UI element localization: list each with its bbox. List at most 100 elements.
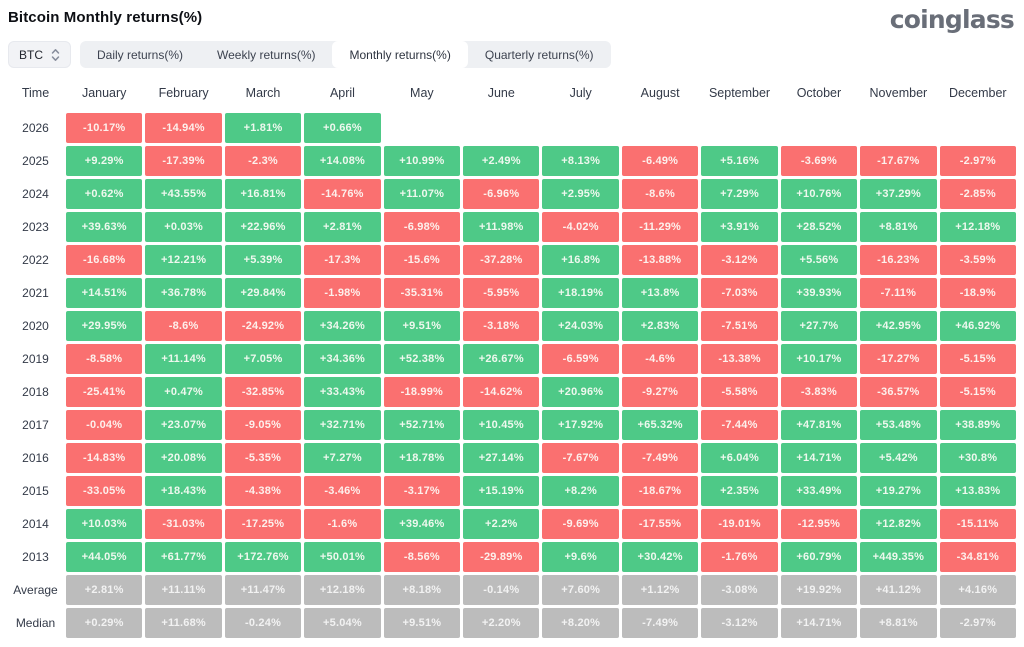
return-cell: -17.25% (224, 509, 302, 539)
row-label-2022: 2022 (22, 253, 49, 267)
return-cell: +44.05% (66, 542, 143, 572)
tab-weekly-returns[interactable]: Weekly returns(%) (217, 47, 316, 62)
return-cell: +5.16% (701, 146, 778, 176)
row-label-2025: 2025 (22, 154, 49, 168)
column-header-time: Time (21, 86, 50, 100)
return-cell: -6.59% (542, 344, 619, 374)
return-cell: +7.29% (701, 179, 778, 209)
tab-daily-returns[interactable]: Daily returns(%) (97, 47, 184, 62)
return-cell: +26.67% (463, 344, 540, 374)
return-cell: -15.6% (383, 245, 461, 275)
column-header-may: May (410, 86, 434, 100)
symbol-select[interactable]: BTC (8, 41, 71, 68)
return-cell: -4.38% (224, 476, 302, 506)
return-cell: +19.92% (780, 575, 858, 605)
return-cell: +52.38% (383, 344, 461, 374)
return-cell: +11.98% (463, 212, 540, 242)
return-cell: +13.8% (621, 278, 699, 308)
empty-cell (542, 113, 618, 143)
table-row-2020: 2020 +29.95% -8.6% -24.92% +34.26% +9.51% -3.1… (8, 311, 1016, 341)
return-cell: -33.05% (66, 476, 143, 506)
return-cell: +29.95% (66, 311, 143, 341)
return-cell: +43.55% (145, 179, 222, 209)
return-cell: +9.51% (383, 608, 461, 638)
return-cell: -34.81% (939, 542, 1016, 572)
row-label-2021: 2021 (22, 286, 49, 300)
return-cell: +18.19% (542, 278, 619, 308)
return-cell: +32.71% (304, 410, 381, 440)
return-cell: +7.05% (224, 344, 302, 374)
return-cell: +34.26% (304, 311, 381, 341)
row-label-2014: 2014 (22, 517, 49, 531)
return-cell: +0.03% (145, 212, 222, 242)
return-cell: +3.91% (701, 212, 778, 242)
return-cell: +20.08% (145, 443, 222, 473)
return-cell: +5.04% (304, 608, 381, 638)
return-cell: +172.76% (224, 542, 302, 572)
return-cell: -19.01% (701, 509, 778, 539)
return-cell: +2.95% (542, 179, 619, 209)
return-cell: -9.05% (224, 410, 302, 440)
return-cell: +0.47% (145, 377, 222, 407)
return-cell: -7.51% (701, 311, 778, 341)
return-cell: -2.97% (939, 608, 1016, 638)
return-cell: +8.81% (860, 212, 937, 242)
table-row-2016: 2016 -14.83% +20.08% -5.35% +7.27% +18.78% +27… (8, 443, 1016, 473)
return-cell: -36.57% (860, 377, 937, 407)
return-cell: -11.29% (621, 212, 699, 242)
return-cell: +2.81% (66, 575, 143, 605)
return-cell: +9.51% (383, 311, 461, 341)
updown-chevron-icon (51, 48, 60, 62)
return-cell: +14.51% (66, 278, 143, 308)
return-cell: -13.38% (701, 344, 778, 374)
return-cell: -18.67% (621, 476, 699, 506)
return-cell: +50.01% (304, 542, 381, 572)
column-header-september: September (708, 86, 771, 100)
return-cell: +10.03% (66, 509, 143, 539)
return-cell: -7.11% (860, 278, 937, 308)
table-row-2019: 2019 -8.58% +11.14% +7.05% +34.36% +52.38% +26… (8, 344, 1016, 374)
return-cell: -29.89% (463, 542, 540, 572)
page-title: Bitcoin Monthly returns(%) (8, 9, 203, 26)
return-cell: +39.63% (66, 212, 143, 242)
return-cell: +8.18% (383, 575, 461, 605)
return-cell: -7.49% (621, 608, 699, 638)
return-cell: +8.20% (542, 608, 619, 638)
table-row-median: Median +0.29% +11.68% -0.24% +5.04% +9.51% +2.… (8, 608, 1016, 638)
return-cell: +18.43% (145, 476, 222, 506)
row-label-2013: 2013 (22, 550, 49, 564)
return-cell: +23.07% (145, 410, 222, 440)
return-cell: -13.88% (621, 245, 699, 275)
return-cell: +39.93% (780, 278, 858, 308)
return-cell: +2.2% (463, 509, 540, 539)
row-label-median: Median (15, 616, 56, 630)
return-cell: -31.03% (145, 509, 222, 539)
return-cell: +46.92% (939, 311, 1016, 341)
return-cell: -0.24% (224, 608, 302, 638)
tab-monthly-returns[interactable]: Monthly returns(%) (332, 41, 468, 68)
column-header-june: June (487, 86, 515, 100)
return-cell: +7.27% (304, 443, 381, 473)
return-cell: +16.8% (542, 245, 619, 275)
table-row-2022: 2022 -16.68% +12.21% +5.39% -17.3% -15.6% -37.… (8, 245, 1016, 275)
return-cell: +14.71% (780, 443, 858, 473)
return-cell: -37.28% (463, 245, 540, 275)
return-cell: -1.6% (304, 509, 381, 539)
column-header-november: November (869, 86, 928, 100)
return-cell: -16.68% (66, 245, 143, 275)
return-cell: +27.7% (780, 311, 858, 341)
return-cell: -0.04% (66, 410, 143, 440)
return-cell: -16.23% (860, 245, 937, 275)
return-cell: +11.11% (145, 575, 222, 605)
return-cell: -32.85% (224, 377, 302, 407)
return-cell: +15.19% (463, 476, 540, 506)
return-cell: +14.08% (304, 146, 381, 176)
return-cell: +5.56% (780, 245, 858, 275)
return-cell: +29.84% (224, 278, 302, 308)
coinglass-logo[interactable]: coinglass (889, 5, 1015, 34)
return-cell: -10.17% (66, 113, 143, 143)
table-row-2017: 2017 -0.04% +23.07% -9.05% +32.71% +52.71% +10… (8, 410, 1016, 440)
tab-quarterly-returns[interactable]: Quarterly returns(%) (484, 47, 594, 62)
return-cell: -35.31% (383, 278, 461, 308)
